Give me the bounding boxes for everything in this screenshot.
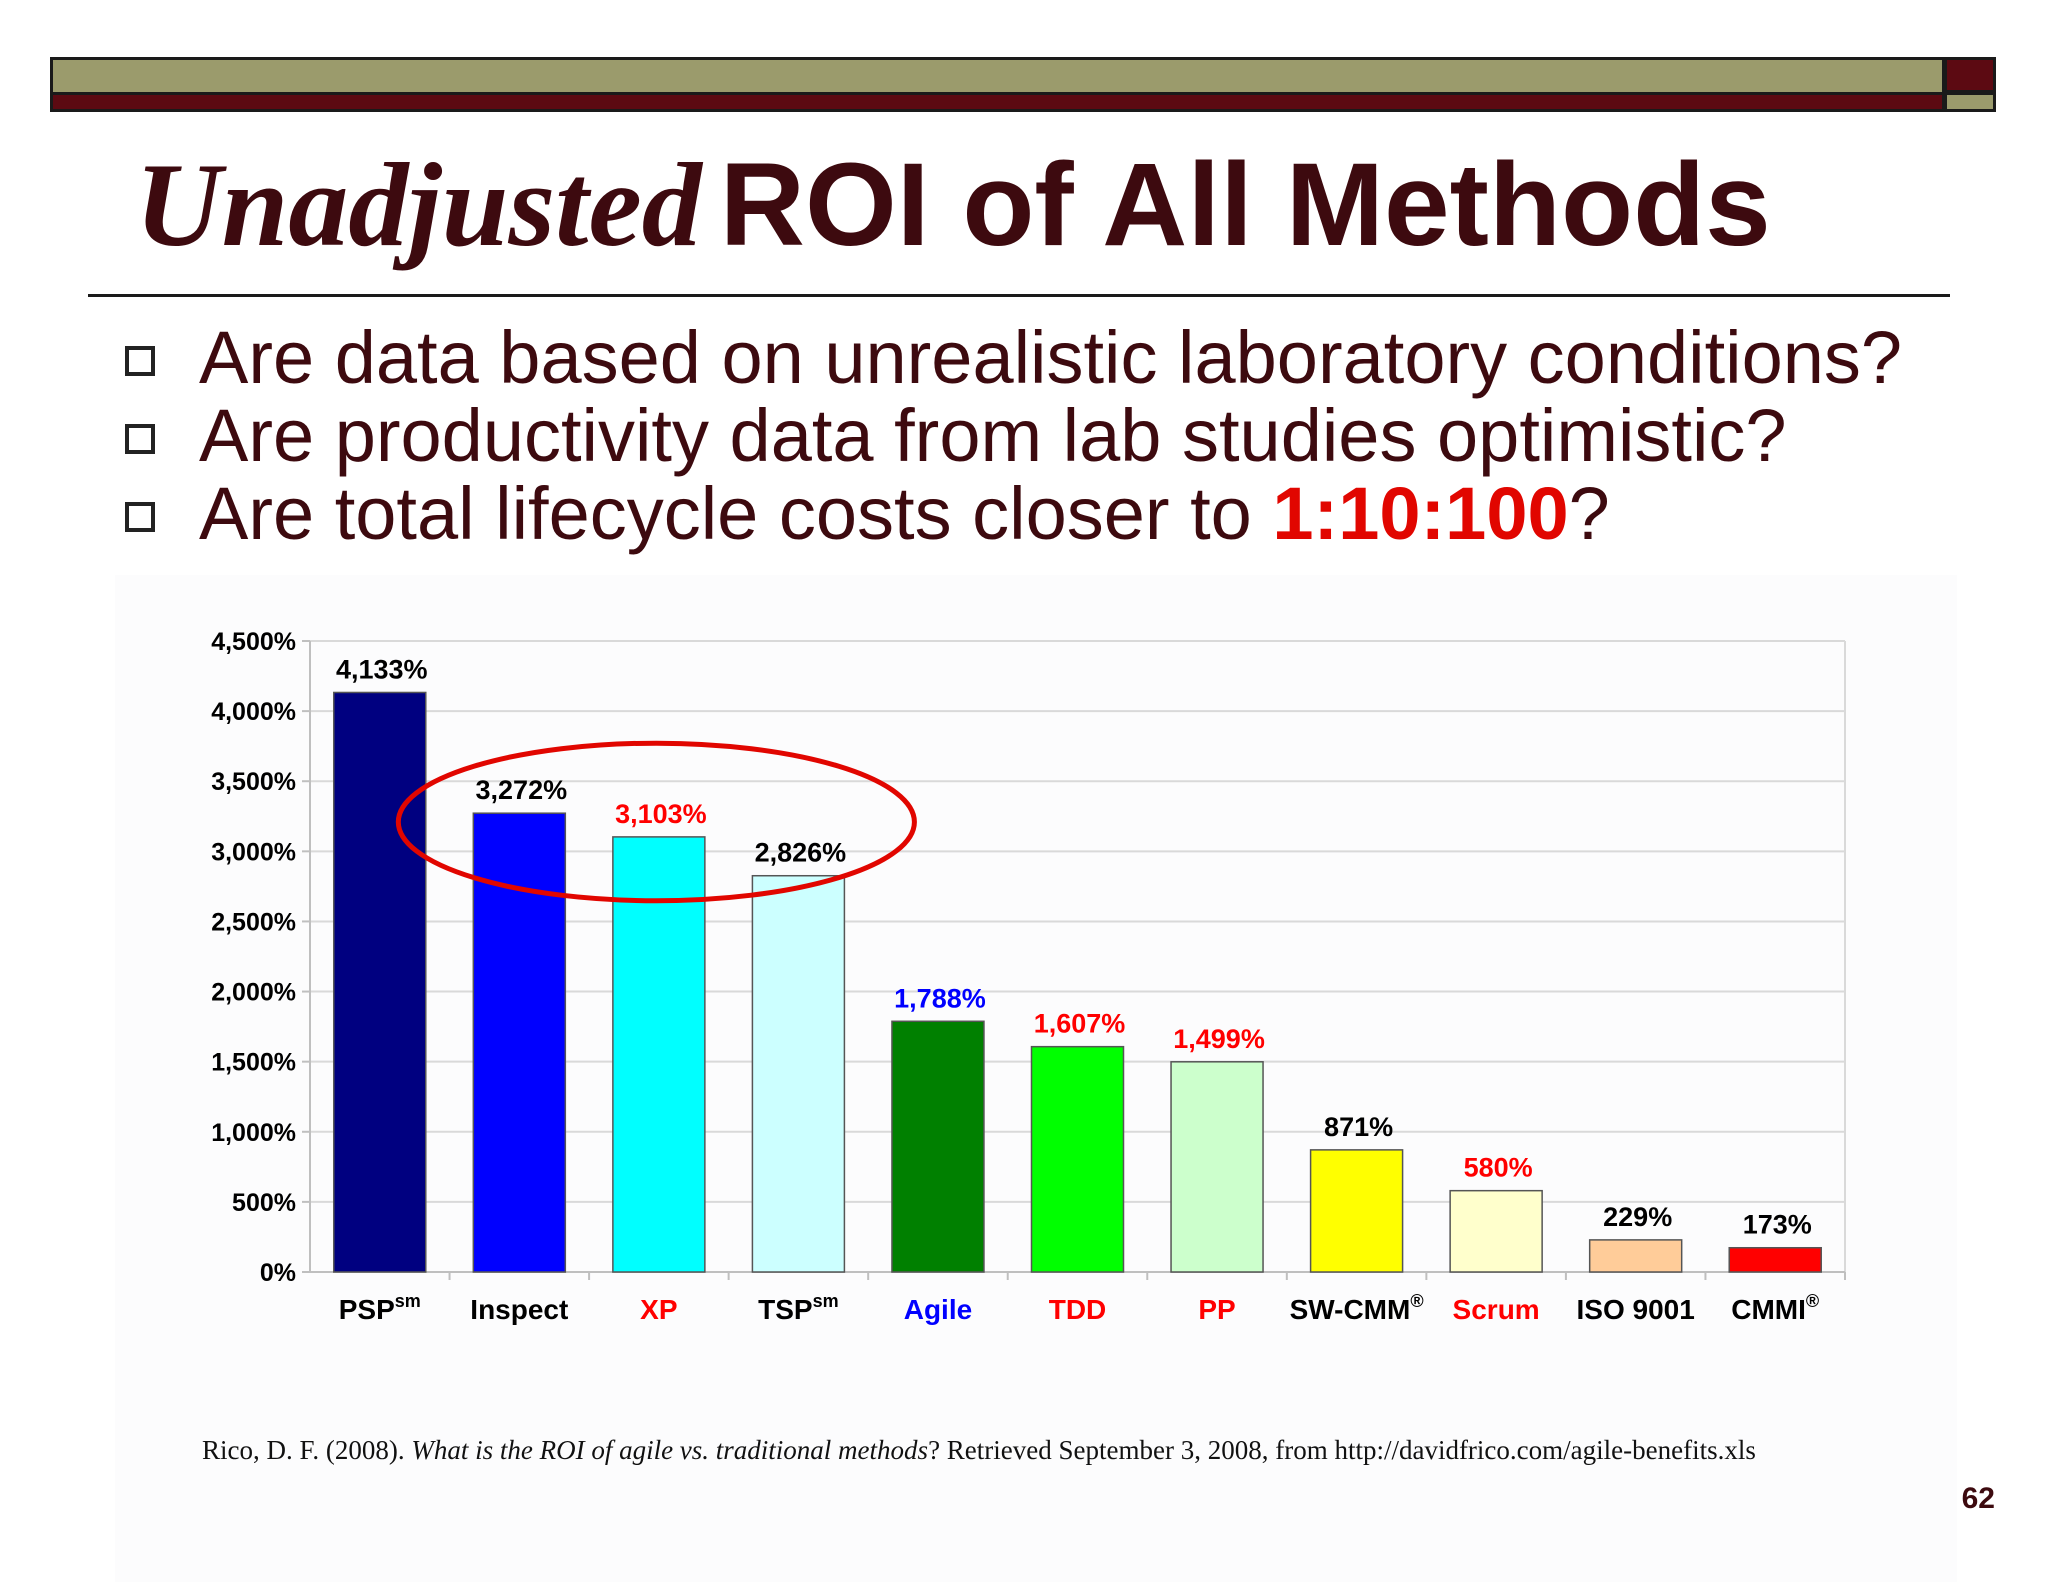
data-label: 173%	[1743, 1210, 1812, 1240]
header-corner-square-bottom	[1944, 92, 1996, 112]
source-suffix: ? Retrieved September 3, 2008, from http…	[928, 1435, 1756, 1465]
y-tick-label: 500%	[232, 1189, 296, 1217]
x-tick-label: SW-CMM®	[1290, 1291, 1424, 1325]
x-tick-label: Agile	[904, 1294, 972, 1325]
x-tick-label: CMMI®	[1731, 1291, 1819, 1325]
y-tick-label: 4,500%	[211, 628, 296, 656]
y-tick-label: 4,000%	[211, 698, 296, 726]
slide-title-italic: Unadjusted	[135, 138, 702, 271]
bar-agile	[891, 1020, 985, 1273]
page-number: 62	[1961, 1482, 1995, 1515]
title-rule	[88, 294, 1950, 297]
bar-tsp	[751, 874, 846, 1273]
x-tick-label: TSPsm	[758, 1291, 838, 1325]
x-tick-label: Inspect	[470, 1294, 568, 1325]
x-tick-label: PSPsm	[339, 1291, 421, 1325]
x-tick-label: XP	[640, 1294, 677, 1325]
square-bullet-icon	[125, 502, 155, 532]
bullet-text: Are productivity data from lab studies o…	[199, 393, 1787, 477]
source-title: What is the ROI of agile vs. traditional…	[411, 1435, 929, 1465]
bullet-text-after: ?	[1568, 471, 1610, 555]
y-tick-label: 0%	[260, 1259, 296, 1287]
header-band-bottom	[50, 92, 1945, 112]
x-tick-label: TDD	[1049, 1294, 1107, 1325]
y-tick-label: 2,500%	[211, 908, 296, 936]
data-label: 580%	[1464, 1153, 1533, 1183]
bar-iso-9001	[1588, 1239, 1683, 1273]
cost-ratio-highlight: 1:10:100	[1272, 471, 1569, 555]
data-label: 4,133%	[336, 654, 428, 684]
bullet-item: Are productivity data from lab studies o…	[125, 394, 1902, 477]
square-bullet-icon	[125, 346, 155, 376]
data-label: 1,607%	[1034, 1009, 1126, 1039]
source-prefix: Rico, D. F. (2008).	[202, 1435, 412, 1465]
data-label: 1,499%	[1173, 1024, 1265, 1054]
bullet-item: Are data based on unrealistic laboratory…	[125, 316, 1902, 399]
bar-xp	[612, 836, 706, 1273]
slide-title: Unadjusted ROI of All Methods	[135, 135, 1771, 275]
bullet-text: Are total lifecycle costs closer to 1:10…	[199, 471, 1610, 556]
bar-scrum	[1449, 1189, 1543, 1273]
bullet-text-before: Are total lifecycle costs closer to	[199, 471, 1273, 555]
data-label: 3,103%	[615, 799, 707, 829]
highlight-ellipse	[395, 740, 917, 904]
bar-tdd	[1030, 1045, 1125, 1273]
data-label: 3,272%	[476, 775, 568, 805]
header-band-top	[50, 57, 1945, 93]
data-label: 229%	[1603, 1202, 1672, 1232]
y-tick-label: 1,000%	[211, 1119, 296, 1147]
x-tick-label: PP	[1198, 1294, 1235, 1325]
data-label: 871%	[1324, 1112, 1393, 1142]
data-label: 1,788%	[894, 983, 986, 1013]
data-label: 2,826%	[755, 838, 847, 868]
x-tick-label: ISO 9001	[1577, 1294, 1695, 1325]
bullet-item: Are total lifecycle costs closer to 1:10…	[125, 472, 1902, 555]
y-tick-label: 3,500%	[211, 768, 296, 796]
x-tick-label: Scrum	[1453, 1294, 1540, 1325]
bar-sw-cmm	[1309, 1149, 1404, 1273]
slide-title-main: ROI of All Methods	[719, 139, 1771, 271]
bar-psp	[333, 691, 427, 1273]
y-tick-label: 1,500%	[211, 1049, 296, 1077]
bullet-text: Are data based on unrealistic laboratory…	[199, 315, 1903, 399]
y-tick-label: 2,000%	[211, 979, 296, 1007]
y-tick-label: 3,000%	[211, 838, 296, 866]
header-corner-square-top	[1944, 57, 1996, 93]
bar-cmmi	[1728, 1246, 1822, 1273]
square-bullet-icon	[125, 424, 155, 454]
bar-pp	[1170, 1061, 1264, 1273]
source-citation: Rico, D. F. (2008). What is the ROI of a…	[202, 1435, 1756, 1466]
bullet-list: Are data based on unrealistic laboratory…	[125, 316, 1902, 555]
